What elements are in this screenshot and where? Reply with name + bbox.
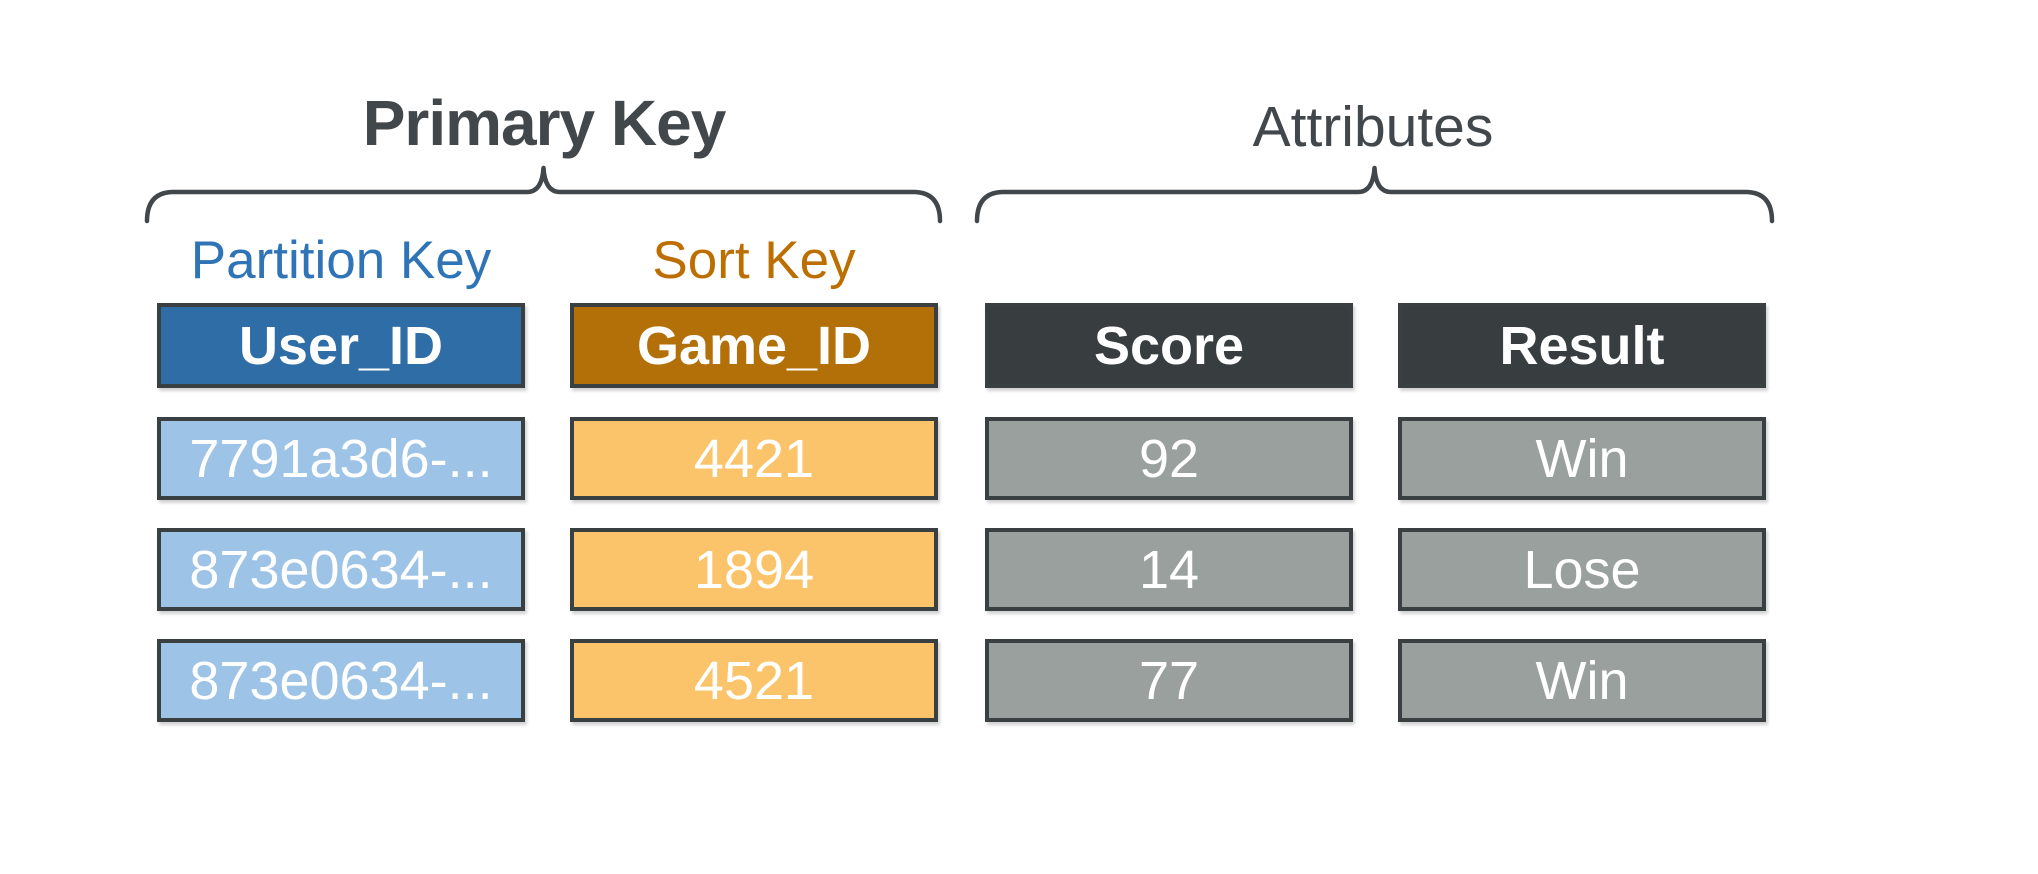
table-cell: 77: [985, 639, 1353, 722]
partition-key-label: Partition Key: [190, 231, 492, 290]
table-cell: 873e0634-...: [157, 639, 525, 722]
table-cell: 14: [985, 528, 1353, 611]
table-cell: 1894: [570, 528, 938, 611]
table-cell: Lose: [1398, 528, 1766, 611]
column-header-user-id: User_ID: [157, 303, 525, 388]
table-cell: Win: [1398, 417, 1766, 500]
attributes-heading: Attributes: [1252, 95, 1494, 159]
table-cell: 7791a3d6-...: [157, 417, 525, 500]
sort-key-label: Sort Key: [652, 231, 856, 290]
primary-key-brace: [144, 165, 943, 224]
column-user-id: User_ID 7791a3d6-... 873e0634-... 873e06…: [157, 303, 525, 722]
column-header-game-id: Game_ID: [570, 303, 938, 388]
table-cell: 4421: [570, 417, 938, 500]
table-cell: 92: [985, 417, 1353, 500]
primary-key-heading: Primary Key: [362, 87, 727, 159]
column-header-result: Result: [1398, 303, 1766, 388]
table-cell: 873e0634-...: [157, 528, 525, 611]
column-game-id: Game_ID 4421 1894 4521: [570, 303, 938, 722]
column-header-score: Score: [985, 303, 1353, 388]
table-cell: 4521: [570, 639, 938, 722]
column-score: Score 92 14 77: [985, 303, 1353, 722]
table-cell: Win: [1398, 639, 1766, 722]
column-result: Result Win Lose Win: [1398, 303, 1766, 722]
attributes-brace: [974, 165, 1775, 224]
